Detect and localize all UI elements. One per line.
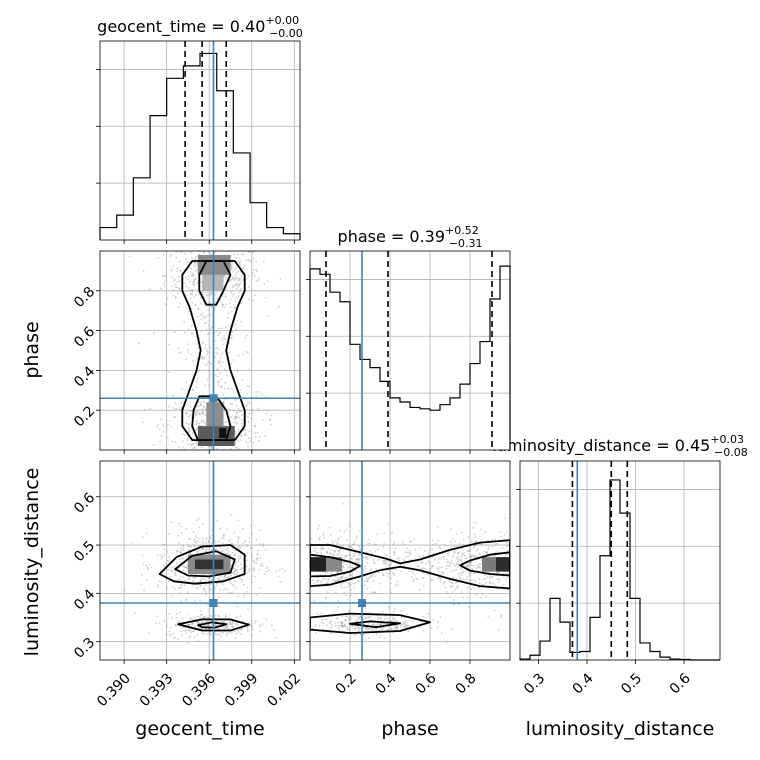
ylabel-phase: phase <box>21 321 43 378</box>
panel-scatter-luminosity-distance-vs-phase-contour-1 <box>310 553 361 578</box>
panel-hist-luminosity-distance-histogram-step <box>519 479 720 661</box>
panel-scatter-luminosity-distance-vs-geocent-time-yticklabel-0: 0.3 <box>71 635 98 662</box>
panel-scatter-luminosity-distance-vs-phase-border <box>309 460 511 661</box>
panel-scatter-phase-vs-geocent-time-plot-area <box>100 251 300 450</box>
panel-scatter-luminosity-distance-vs-phase-xticklabel-3: 0.8 <box>453 670 480 697</box>
panel-scatter-luminosity-distance-vs-phase-density-cell-0 <box>310 557 326 572</box>
panel-scatter-luminosity-distance-vs-phase-plot-area <box>310 461 510 660</box>
panel-scatter-luminosity-distance-vs-phase-xticklabel-2: 0.6 <box>413 670 440 697</box>
panel-scatter-luminosity-distance-vs-phase-xticklabel-1: 0.4 <box>373 670 400 697</box>
panel-hist-geocent-time-bg <box>100 41 300 240</box>
panel-scatter-phase-vs-geocent-time-density-cell-3 <box>206 402 224 427</box>
panel-hist-phase-histogram-step <box>309 265 511 450</box>
panel-scatter-luminosity-distance-vs-phase-contour-4 <box>349 620 401 629</box>
panel-scatter-luminosity-distance-vs-geocent-time-yticklabel-3: 0.6 <box>71 490 98 517</box>
panel-scatter-luminosity-distance-vs-geocent-time-yticklabel-1: 0.4 <box>71 586 98 613</box>
panel-scatter-luminosity-distance-vs-geocent-time-border <box>99 460 301 661</box>
panel-hist-luminosity-distance-xticklabel-3: 0.6 <box>667 670 694 697</box>
panel-scatter-phase-vs-geocent-time-density-cell-4 <box>219 428 227 439</box>
panel-scatter-phase-vs-geocent-time: 0.2 0.4 0.6 0.8 <box>71 250 301 454</box>
panel-scatter-luminosity-distance-vs-geocent-time: 0.390 0.393 0.396 0.399 0.402 0.3 0.4 0.5 0.6 <box>71 460 304 710</box>
panel-scatter-phase-vs-geocent-time-truth-marker <box>209 394 218 403</box>
ylabel-luminosity-distance: luminosity_distance <box>21 468 43 657</box>
panel-hist-phase-border <box>309 250 511 451</box>
panel-scatter-luminosity-distance-vs-geocent-time-contour-0 <box>158 544 246 585</box>
panel-hist-luminosity-distance-xticklabel-2: 0.5 <box>618 670 645 697</box>
panel-scatter-luminosity-distance-vs-phase-xticklabel-0: 0.2 <box>333 670 360 697</box>
panel-scatter-luminosity-distance-vs-geocent-time-contour-2 <box>177 618 250 632</box>
title-phase: phase = 0.39+0.52 −0.31 <box>338 224 483 250</box>
panel-scatter-luminosity-distance-vs-geocent-time-xticklabel-1: 0.393 <box>137 670 177 710</box>
panel-hist-luminosity-distance-xticklabel-0: 0.3 <box>521 670 548 697</box>
panel-scatter-phase-vs-geocent-time-contour-0 <box>181 260 246 441</box>
panel-hist-phase <box>306 250 511 454</box>
panel-scatter-luminosity-distance-vs-geocent-time-contour-1 <box>174 550 236 578</box>
panel-hist-luminosity-distance: 0.3 0.4 0.5 0.6 <box>516 460 721 698</box>
panel-hist-geocent-time <box>96 40 301 244</box>
xlabel-geocent-time: geocent_time <box>135 718 264 740</box>
panel-scatter-luminosity-distance-vs-geocent-time-yticklabel-2: 0.5 <box>71 538 98 565</box>
panel-scatter-luminosity-distance-vs-phase-contour-3 <box>310 612 431 634</box>
panel-scatter-luminosity-distance-vs-geocent-time-contour-3 <box>197 621 228 629</box>
panel-hist-geocent-time-border <box>99 40 301 241</box>
panel-scatter-luminosity-distance-vs-geocent-time-xticklabel-0: 0.390 <box>94 670 134 710</box>
xlabel-luminosity-distance: luminosity_distance <box>526 718 715 740</box>
panel-scatter-phase-vs-geocent-time-contour-1 <box>198 260 232 306</box>
panel-scatter-luminosity-distance-vs-phase-contour-0 <box>310 539 510 590</box>
panel-scatter-phase-vs-geocent-time-yticklabel-2: 0.6 <box>71 324 98 351</box>
panel-scatter-luminosity-distance-vs-geocent-time-truth-marker <box>209 599 218 608</box>
panel-scatter-luminosity-distance-vs-phase-truth-marker <box>358 599 366 608</box>
panel-scatter-luminosity-distance-vs-geocent-time-xticklabel-3: 0.399 <box>222 670 262 710</box>
panel-scatter-luminosity-distance-vs-phase-contour-2 <box>459 551 510 577</box>
panel-scatter-luminosity-distance-vs-phase-density-cell-1 <box>326 557 342 572</box>
panel-scatter-luminosity-distance-vs-geocent-time-density-cell-1 <box>195 559 224 570</box>
panel-hist-geocent-time-histogram-step <box>99 52 301 240</box>
title-luminosity-distance: luminosity_distance = 0.45+0.03 −0.08 <box>492 433 748 459</box>
panel-scatter-luminosity-distance-vs-geocent-time-xticklabel-2: 0.396 <box>179 670 219 710</box>
title-geocent-time: geocent_time = 0.40+0.00 −0.00 <box>97 14 303 40</box>
panel-scatter-phase-vs-geocent-time-border <box>99 250 301 451</box>
panel-scatter-luminosity-distance-vs-phase-density-cell-2 <box>482 557 496 572</box>
panel-hist-luminosity-distance-xticklabel-1: 0.4 <box>570 670 597 697</box>
panel-scatter-phase-vs-geocent-time-yticklabel-0: 0.2 <box>71 403 98 430</box>
panel-scatter-luminosity-distance-vs-geocent-time-xticklabel-4: 0.402 <box>264 670 304 710</box>
panel-scatter-phase-vs-geocent-time-yticklabel-1: 0.4 <box>71 363 98 390</box>
panel-hist-luminosity-distance-border <box>519 460 721 661</box>
panel-scatter-phase-vs-geocent-time-contour-2 <box>191 395 232 441</box>
panel-scatter-luminosity-distance-vs-phase-density-cell-3 <box>496 557 510 572</box>
panel-scatter-phase-vs-geocent-time-yticklabel-3: 0.8 <box>71 284 98 311</box>
panel-scatter-luminosity-distance-vs-geocent-time-plot-area <box>100 461 300 660</box>
panel-hist-phase-bg <box>310 251 510 450</box>
xlabel-phase: phase <box>381 718 438 740</box>
